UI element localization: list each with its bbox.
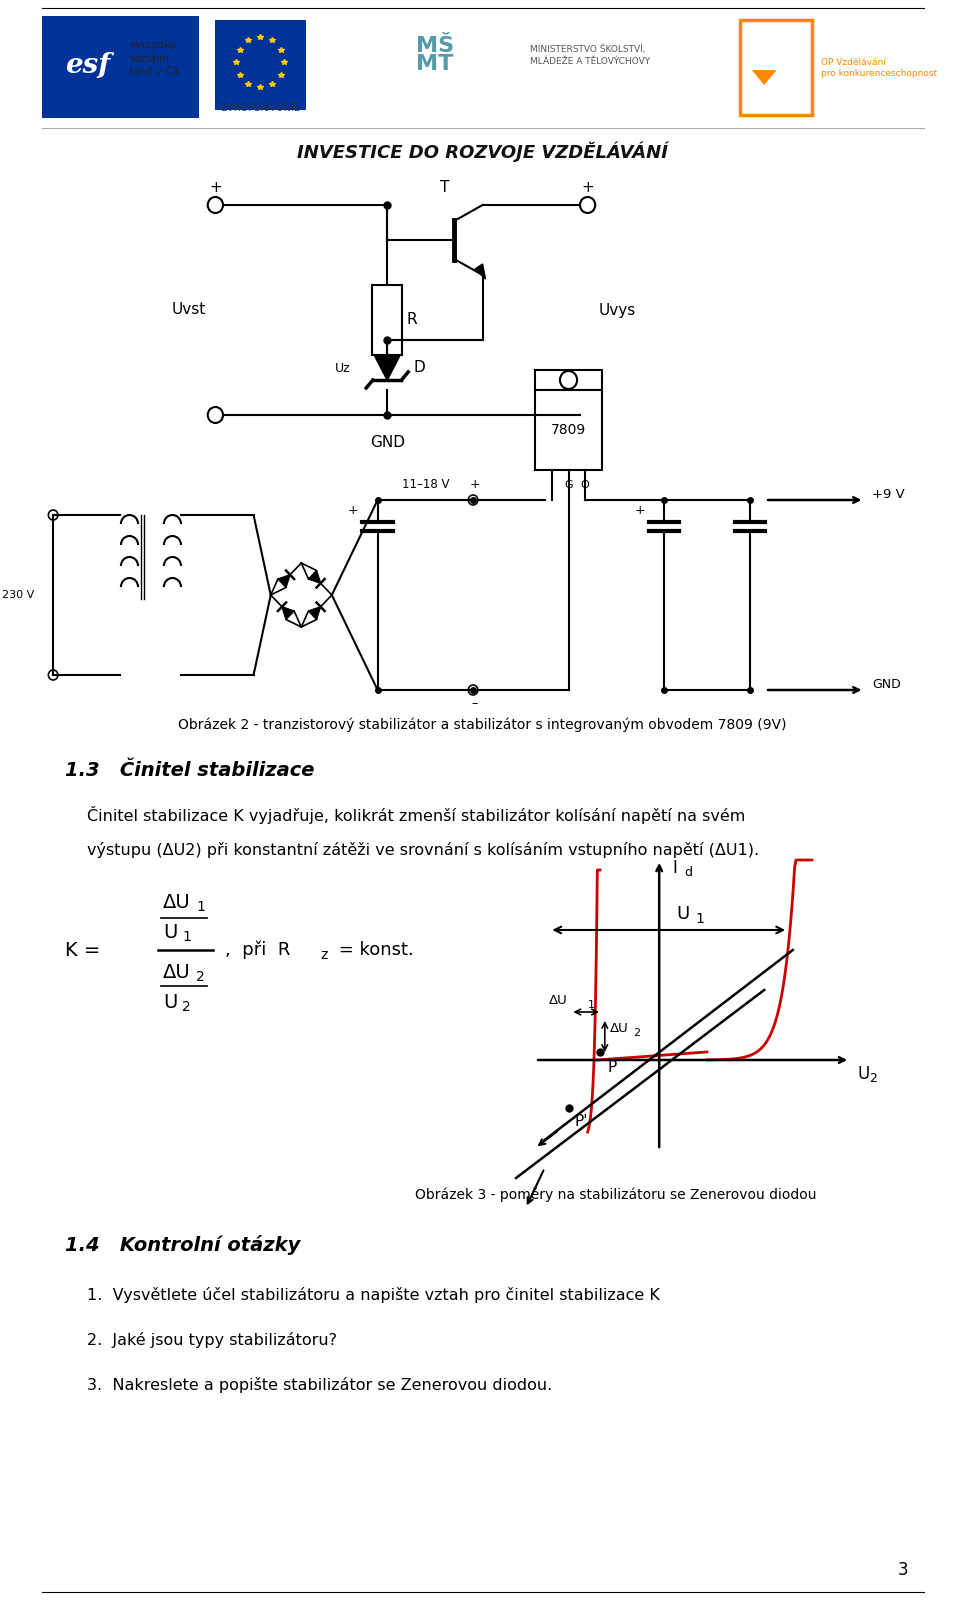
Text: ,  při  R: , při R — [225, 941, 290, 960]
Text: R: R — [406, 312, 417, 328]
Circle shape — [580, 406, 595, 422]
Polygon shape — [752, 70, 777, 85]
Text: INVESTICE DO ROZVOJE VZDĚLÁVÁNÍ: INVESTICE DO ROZVOJE VZDĚLÁVÁNÍ — [298, 142, 668, 162]
Text: z: z — [321, 947, 327, 962]
Text: OP Vzdělávání
pro konkurenceschopnost: OP Vzdělávání pro konkurenceschopnost — [822, 58, 938, 78]
Text: 11–18 V: 11–18 V — [401, 477, 449, 491]
Text: Činitel stabilizace K vyjadřuje, kolikrát zmenší stabilizátor kolísání napětí na: Činitel stabilizace K vyjadřuje, kolikrá… — [86, 806, 745, 824]
Text: U: U — [677, 906, 689, 923]
Text: 3: 3 — [898, 1562, 908, 1579]
Text: ΔU: ΔU — [549, 994, 567, 1006]
Text: +: + — [348, 504, 358, 517]
Text: EVROPSKÁ UNIE: EVROPSKÁ UNIE — [221, 102, 300, 114]
Text: +9 V: +9 V — [872, 488, 904, 501]
Text: Obrázek 3 - poměry na stabilizátoru se Zenerovou diodou: Obrázek 3 - poměry na stabilizátoru se Z… — [416, 1187, 817, 1202]
Text: T: T — [440, 179, 449, 195]
Text: = konst.: = konst. — [333, 941, 414, 958]
Bar — [372, 285, 402, 355]
Polygon shape — [374, 357, 399, 379]
Text: +: + — [209, 179, 222, 195]
Text: U: U — [163, 923, 178, 941]
Text: 2: 2 — [182, 1000, 191, 1014]
Polygon shape — [282, 606, 294, 619]
Text: G: G — [564, 480, 573, 490]
Bar — [535, 370, 602, 390]
Text: ΔU: ΔU — [610, 1022, 628, 1035]
Text: 1.  Vysvětlete účel stabilizátoru a napište vztah pro činitel stabilizace K: 1. Vysvětlete účel stabilizátoru a napiš… — [86, 1286, 660, 1302]
Text: Uz: Uz — [335, 362, 351, 374]
Circle shape — [207, 197, 223, 213]
Text: –: – — [472, 698, 478, 710]
Text: Uvst: Uvst — [172, 302, 205, 317]
Circle shape — [468, 494, 478, 506]
Text: ΔU: ΔU — [163, 893, 191, 912]
Text: D: D — [414, 360, 425, 376]
Text: GND: GND — [872, 678, 900, 691]
Text: MŠ
MT: MŠ MT — [416, 35, 454, 74]
Text: GND: GND — [370, 435, 405, 450]
Text: 1.4   Kontrolní otázky: 1.4 Kontrolní otázky — [64, 1235, 300, 1254]
Polygon shape — [475, 264, 486, 278]
Text: U: U — [857, 1066, 870, 1083]
Circle shape — [580, 197, 595, 213]
Text: esf: esf — [64, 51, 109, 78]
Text: I: I — [673, 859, 678, 877]
Text: MINISTERSTVO ŠKOLSTVÍ,
MLÁDEŽE A TĚLOVÝCHOVY: MINISTERSTVO ŠKOLSTVÍ, MLÁDEŽE A TĚLOVÝC… — [530, 45, 651, 66]
Circle shape — [48, 510, 58, 520]
Text: 1.3   Činitel stabilizace: 1.3 Činitel stabilizace — [64, 760, 314, 779]
Text: +: + — [469, 477, 480, 491]
Text: Uvys: Uvys — [599, 302, 636, 317]
Text: 1: 1 — [196, 899, 205, 914]
Text: 2: 2 — [196, 970, 205, 984]
Polygon shape — [308, 571, 321, 584]
Text: 230 V: 230 V — [2, 590, 34, 600]
Text: ΔU: ΔU — [163, 963, 191, 981]
Text: 7809: 7809 — [551, 422, 587, 437]
Bar — [740, 19, 812, 115]
Text: 2: 2 — [634, 1029, 640, 1038]
Polygon shape — [277, 574, 290, 587]
Bar — [215, 19, 306, 110]
Text: P': P' — [574, 1115, 588, 1130]
Circle shape — [207, 406, 223, 422]
Text: K =: K = — [64, 941, 100, 960]
Text: 2: 2 — [869, 1072, 877, 1085]
Circle shape — [560, 371, 577, 389]
Text: U: U — [163, 992, 178, 1011]
Text: 1: 1 — [695, 912, 705, 926]
Polygon shape — [308, 606, 321, 619]
Text: P: P — [608, 1061, 617, 1075]
Text: I: I — [550, 480, 554, 490]
Text: evropský
sociální
fond v ČR: evropský sociální fond v ČR — [130, 40, 180, 77]
Text: 1: 1 — [182, 930, 191, 944]
Text: výstupu (ΔU2) při konstantní zátěži ve srovnání s kolísáním vstupního napětí (ΔU: výstupu (ΔU2) při konstantní zátěži ve s… — [86, 842, 758, 858]
Text: Obrázek 2 - tranzistorový stabilizátor a stabilizátor s integrovaným obvodem 780: Obrázek 2 - tranzistorový stabilizátor a… — [179, 718, 787, 733]
Bar — [41, 16, 199, 118]
Circle shape — [468, 685, 478, 694]
Circle shape — [48, 670, 58, 680]
Text: 2.  Jaké jsou typy stabilizátoru?: 2. Jaké jsou typy stabilizátoru? — [86, 1331, 337, 1347]
Text: +: + — [581, 179, 594, 195]
Text: +: + — [635, 504, 645, 517]
Text: d: d — [684, 867, 692, 880]
Text: O: O — [581, 480, 589, 490]
Text: 1: 1 — [588, 1000, 594, 1010]
Bar — [535, 390, 602, 470]
Text: 3.  Nakreslete a popište stabilizátor se Zenerovou diodou.: 3. Nakreslete a popište stabilizátor se … — [86, 1378, 552, 1394]
